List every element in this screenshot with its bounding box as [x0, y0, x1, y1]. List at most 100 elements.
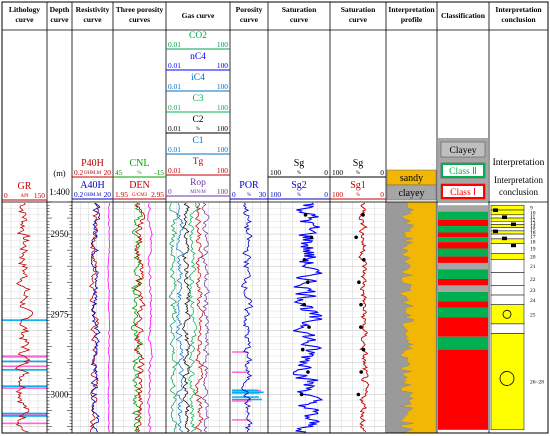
sg-core-point	[361, 347, 366, 352]
scale-min-A40H: 0.2	[74, 190, 84, 199]
class-band-clayey	[438, 205, 488, 212]
scale-unit-Sg2: %	[297, 193, 301, 198]
conclusion-symbol	[511, 222, 516, 227]
column-title-lith: Lithology	[9, 5, 40, 14]
track-fills	[2, 201, 525, 434]
sg-core-point	[309, 235, 314, 240]
column-title-por: Porosity	[236, 5, 263, 14]
lith-marker	[2, 319, 47, 321]
curve-name-Sg: Sg	[294, 158, 305, 169]
scale-unit-Sg: %	[297, 171, 301, 176]
conclusion-layer-label: 12	[530, 218, 536, 224]
class-band-clayey	[438, 285, 488, 292]
curve-name-GR: GR	[18, 181, 32, 192]
sg-core-point	[361, 213, 365, 217]
curve-name-iC4: iC4	[191, 73, 205, 83]
column-title-sat2: Saturation	[341, 5, 376, 14]
class-band-class2	[438, 248, 488, 257]
conclusion-layer	[490, 217, 525, 222]
scale-min-P40H: 0.2	[74, 168, 84, 177]
header-labels: LithologycurveDepthcurveResistivitycurve…	[2, 5, 545, 400]
column-title-concl: conclusion	[501, 15, 536, 24]
scale-min-Sg: 100	[332, 168, 343, 177]
scale-max-DEN: 2.95	[151, 190, 164, 199]
lith-marker	[2, 365, 47, 368]
sg-core-point	[356, 392, 361, 397]
sg-core-point	[306, 370, 310, 374]
curve-DEN	[133, 202, 146, 433]
conclusion-layer-label: 23	[530, 288, 536, 294]
depth-unit: (m)	[53, 168, 65, 178]
scale-unit-C2: %	[196, 127, 200, 132]
scale-min-DEN: 1.95	[115, 190, 128, 199]
curve-name-C3: C3	[192, 94, 203, 104]
scale-unit-P40H: OHM.M	[84, 171, 102, 176]
class-band-class1	[438, 317, 488, 337]
scale-max-Tg: 100	[217, 166, 228, 175]
depth-label-2950: 2950	[51, 229, 70, 239]
column-title-res: Resistivity	[76, 5, 110, 14]
column-title-poro3: curves	[129, 15, 150, 24]
class-band-class1	[438, 301, 488, 308]
scale-max-GR: 150	[34, 191, 45, 200]
conclusion-layer	[490, 233, 525, 240]
column-title-sat1: Saturation	[282, 5, 317, 14]
curve-name-Tg: Tg	[193, 157, 204, 167]
conclusion-layer-label: 17	[530, 234, 536, 240]
column-title-concl: Interpretation	[495, 5, 542, 14]
column-title-sat1: curve	[290, 15, 309, 24]
column-title-profile: profile	[401, 15, 423, 24]
conclusion-layer-label: 21	[530, 264, 536, 270]
scale-max-CO2: 100	[217, 40, 228, 49]
scale-min-GR: 0	[4, 191, 8, 200]
lith-marker	[2, 415, 47, 417]
sg-core-point	[359, 370, 363, 374]
conclusion-layer-label: 26~28	[530, 380, 544, 386]
conclusion-layer-label: 13	[530, 221, 536, 227]
scale-max-C1: 100	[217, 145, 228, 154]
column-title-por: curve	[240, 15, 259, 24]
conclusion-symbol	[511, 243, 516, 248]
lith-marker	[2, 422, 47, 425]
conclusion-symbol	[493, 208, 498, 212]
column-title-depth: curve	[50, 15, 69, 24]
sg-core-point	[299, 392, 304, 397]
scale-max-Sg1: 0	[380, 190, 384, 199]
curve-CO2	[168, 202, 179, 433]
scale-min-C3: 0.01	[168, 103, 181, 112]
conclusion-layer	[490, 323, 525, 334]
conclusion-layer	[490, 238, 525, 244]
depth-scale: 1:400	[49, 187, 70, 197]
conclusion-layer-label: 16	[530, 230, 536, 236]
scale-min-C1: 0.01	[168, 145, 181, 154]
sg-core-point	[303, 213, 308, 217]
por-marker	[232, 396, 259, 398]
conclusion-layer-label: 25	[530, 312, 536, 318]
scale-min-Sg: 100	[270, 168, 281, 177]
conclusion-layer	[490, 304, 525, 325]
column-title-profile: Interpretation	[388, 5, 435, 14]
class-legend-label-2: Class Ⅰ	[450, 188, 476, 198]
conclusion-symbol	[493, 229, 498, 234]
conclusion-layer	[490, 285, 525, 296]
depth-label-3000: 3000	[51, 390, 70, 400]
log-curves	[14, 202, 370, 433]
scale-min-Sg1: 100	[332, 190, 343, 199]
por-marker	[232, 351, 249, 353]
scale-max-nC4: 100	[217, 61, 228, 70]
conclusion-layer-label: 15	[530, 227, 536, 233]
curve-name-Rop: Rop	[190, 178, 206, 188]
conclusion-layer	[490, 243, 525, 254]
scale-max-C3: 100	[217, 103, 228, 112]
curve-CNL	[130, 202, 144, 433]
sg-core-point	[362, 257, 366, 262]
class-legend-border-2	[441, 184, 485, 199]
column-title-res: curve	[83, 15, 102, 24]
sg-core-point	[307, 325, 311, 329]
profile-sand	[399, 201, 437, 434]
class-band-class2	[438, 226, 488, 233]
curve-C3	[188, 202, 198, 433]
scale-unit-Sg1: %	[356, 193, 360, 198]
conclusion-layer	[490, 259, 525, 273]
